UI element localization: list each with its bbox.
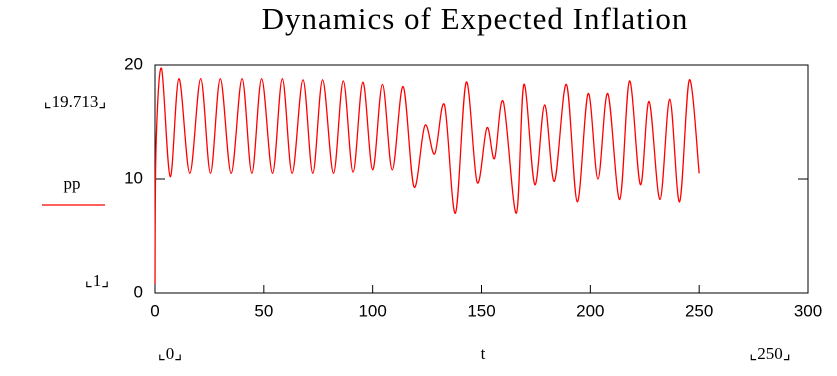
x-tick-label: 150 — [467, 301, 495, 320]
legend-label: pp — [64, 174, 81, 193]
data-line — [154, 67, 700, 284]
plot-frame — [154, 64, 809, 294]
x-tick-label: 50 — [254, 301, 273, 320]
annotation: ⌞19.713⌟ — [44, 92, 107, 111]
x-tick-label: 200 — [576, 301, 604, 320]
y-tick-label: 20 — [124, 54, 143, 73]
y-tick-label: 0 — [134, 282, 143, 301]
x-tick-label: 100 — [358, 301, 386, 320]
annotation: ⌞250⌟ — [749, 344, 790, 363]
x-axis-label: t — [481, 344, 486, 363]
annotation: ⌞0⌟ — [158, 344, 182, 363]
chart-title: Dynamics of Expected Inflation — [262, 1, 689, 36]
x-tick-label: 0 — [150, 301, 159, 320]
x-tick-label: 300 — [794, 301, 822, 320]
x-tick-label: 250 — [685, 301, 713, 320]
annotation: ⌞1⌟ — [85, 271, 109, 290]
y-tick-label: 10 — [124, 168, 143, 187]
